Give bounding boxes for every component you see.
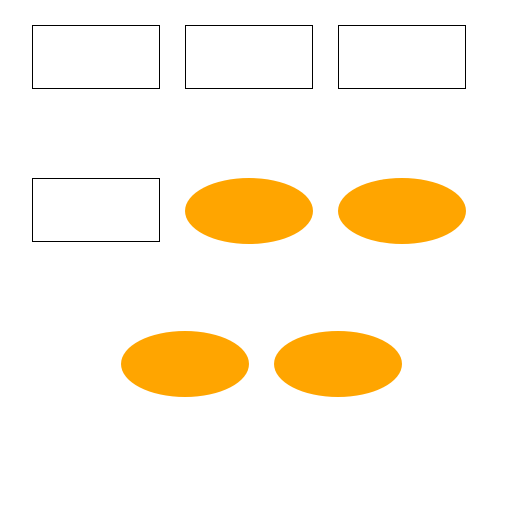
empty-slot[interactable] (32, 178, 160, 242)
empty-slot[interactable] (32, 25, 160, 89)
empty-slot[interactable] (338, 25, 466, 89)
orange-oval-piece[interactable] (338, 178, 466, 244)
empty-slot[interactable] (185, 25, 313, 89)
orange-oval-piece[interactable] (274, 331, 402, 397)
orange-oval-piece[interactable] (121, 331, 249, 397)
orange-oval-piece[interactable] (185, 178, 313, 244)
